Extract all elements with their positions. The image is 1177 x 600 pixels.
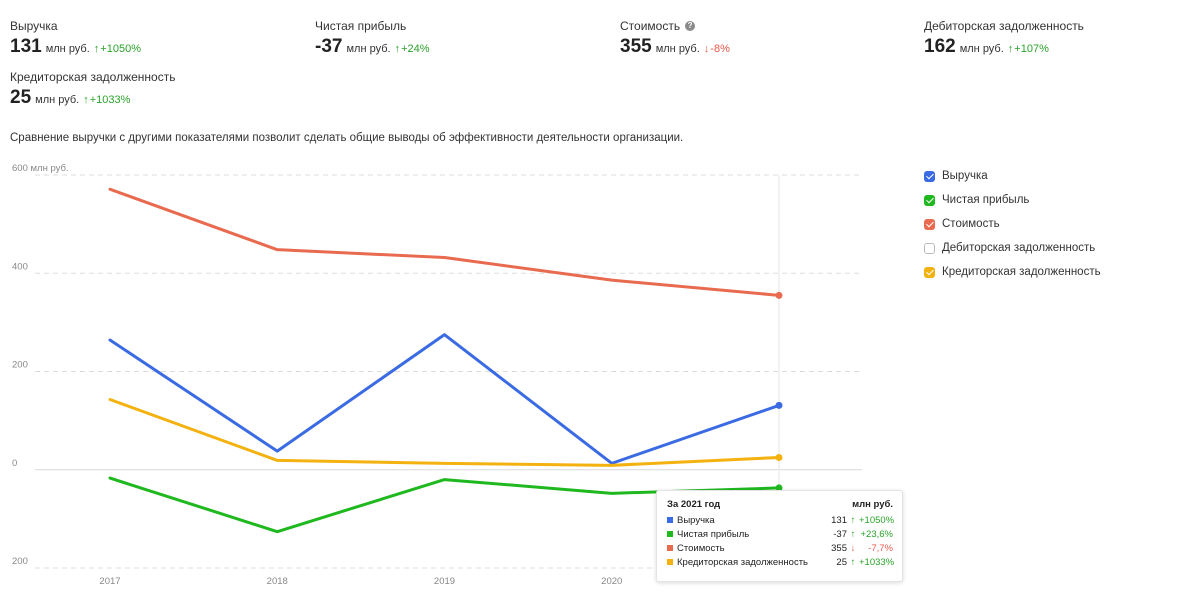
checkbox-icon[interactable] xyxy=(924,242,935,254)
arrow-up-icon: ↑ xyxy=(850,514,856,526)
tooltip-row-value: 131 xyxy=(831,514,847,526)
tooltip-row-change: -7,7% xyxy=(868,542,893,554)
legend-item-payables[interactable]: Кредиторская задолженность xyxy=(924,260,1101,284)
tooltip-row: Чистая прибыль -37 ↑ +23,6% xyxy=(667,527,893,541)
tooltip-row-value: 355 xyxy=(831,542,847,554)
legend-label: Кредиторская задолженность xyxy=(942,266,1101,278)
metric-unit: млн руб. xyxy=(655,43,700,55)
checkbox-icon[interactable] xyxy=(924,218,935,230)
metric-net-profit: Чистая прибыль -37 млн руб. ↑ +24% xyxy=(315,19,430,58)
chart-legend: Выручка Чистая прибыль Стоимость Дебитор… xyxy=(924,164,1101,284)
arrow-up-icon: ↑ xyxy=(850,556,856,568)
arrow-up-icon: ↑ xyxy=(93,43,100,55)
y-tick-label: 0 xyxy=(12,458,17,469)
tooltip-row: Стоимость 355 ↓ -7,7% xyxy=(667,541,893,555)
checkbox-icon[interactable] xyxy=(924,170,935,182)
chart-description: Сравнение выручки с другими показателями… xyxy=(10,132,684,144)
legend-item-net-profit[interactable]: Чистая прибыль xyxy=(924,188,1101,212)
legend-label: Выручка xyxy=(942,170,988,182)
metric-receivables: Дебиторская задолженность 162 млн руб. ↑… xyxy=(924,19,1084,58)
series-swatch xyxy=(667,517,673,523)
metric-payables: Кредиторская задолженность 25 млн руб. ↑… xyxy=(10,70,175,109)
metric-unit: млн руб. xyxy=(346,43,391,55)
arrow-up-icon: ↑ xyxy=(83,94,89,106)
metric-change: -8% xyxy=(710,43,730,55)
series-line xyxy=(108,187,781,297)
metric-value: 355 xyxy=(620,36,652,57)
arrow-up-icon: ↑ xyxy=(1007,43,1014,55)
tooltip-row-change: +1050% xyxy=(859,514,895,526)
checkbox-icon[interactable] xyxy=(924,194,935,206)
tooltip-row-change: +1033% xyxy=(859,556,895,568)
tooltip-row: Кредиторская задолженность 25 ↑ +1033% xyxy=(667,555,895,569)
hover-point xyxy=(775,484,783,492)
metric-label: Стоимость xyxy=(620,19,681,33)
metric-label: Чистая прибыль xyxy=(315,19,407,33)
metric-unit: млн руб. xyxy=(45,43,90,55)
hover-point xyxy=(775,291,783,299)
arrow-up-icon: ↑ xyxy=(394,43,401,55)
series-swatch xyxy=(667,559,673,565)
arrow-up-icon: ↑ xyxy=(850,528,856,540)
metric-value: 162 xyxy=(924,36,956,57)
metric-unit: млн руб. xyxy=(959,43,1004,55)
metric-label: Выручка xyxy=(10,19,58,33)
y-tick-label: 200 xyxy=(12,360,28,371)
legend-item-cost[interactable]: Стоимость xyxy=(924,212,1101,236)
metric-unit: млн руб. xyxy=(35,94,80,106)
metric-value: -37 xyxy=(315,36,343,57)
legend-label: Стоимость xyxy=(942,218,1000,230)
metric-label: Дебиторская задолженность xyxy=(924,19,1084,33)
tooltip-row-name: Чистая прибыль xyxy=(677,528,750,540)
metric-label: Кредиторская задолженность xyxy=(10,70,176,84)
metric-change: +107% xyxy=(1014,43,1049,55)
x-tick-label: 2017 xyxy=(99,576,120,587)
arrow-down-icon: ↓ xyxy=(850,542,856,554)
series-swatch xyxy=(667,545,673,551)
legend-label: Дебиторская задолженность xyxy=(942,242,1096,254)
series-line xyxy=(108,398,781,467)
metric-revenue: Выручка 131 млн руб. ↑ +1050% xyxy=(10,19,141,58)
legend-label: Чистая прибыль xyxy=(942,194,1030,206)
y-tick-label: 200 xyxy=(12,556,28,567)
tooltip-row: Выручка 131 ↑ +1050% xyxy=(667,513,895,527)
metric-value: 25 xyxy=(10,87,32,108)
hover-point xyxy=(775,401,783,409)
metric-change: +1050% xyxy=(100,43,141,55)
x-tick-label: 2020 xyxy=(601,576,622,587)
x-tick-label: 2018 xyxy=(267,576,288,587)
tooltip-title: За 2021 год xyxy=(667,499,721,510)
tooltip-row-value: 25 xyxy=(836,556,847,568)
metric-change: +1033% xyxy=(89,94,131,106)
tooltip-row-name: Кредиторская задолженность xyxy=(677,556,809,568)
metric-value-cost: Стоимость ? 355 млн руб. ↓ -8% xyxy=(620,19,730,58)
tooltip-unit: млн руб. xyxy=(852,499,893,510)
hover-point xyxy=(775,453,783,461)
series-swatch xyxy=(667,531,673,537)
series-line xyxy=(108,333,781,465)
checkbox-icon[interactable] xyxy=(924,266,935,278)
help-icon[interactable]: ? xyxy=(685,21,696,31)
legend-item-revenue[interactable]: Выручка xyxy=(924,164,1101,188)
metric-value: 131 xyxy=(10,36,42,57)
metric-change: +24% xyxy=(401,43,430,55)
tooltip-row-name: Стоимость xyxy=(677,542,725,554)
tooltip-row-change: +23,6% xyxy=(860,528,894,540)
chart-tooltip: За 2021 год млн руб. Выручка 131 ↑ +1050… xyxy=(656,490,903,582)
tooltip-row-value: -37 xyxy=(833,528,847,540)
arrow-down-icon: ↓ xyxy=(703,43,710,55)
y-tick-label: 600 млн руб. xyxy=(12,163,69,174)
legend-item-receivables[interactable]: Дебиторская задолженность xyxy=(924,236,1101,260)
y-tick-label: 400 xyxy=(12,261,28,272)
tooltip-row-name: Выручка xyxy=(677,514,715,526)
x-tick-label: 2019 xyxy=(434,576,455,587)
